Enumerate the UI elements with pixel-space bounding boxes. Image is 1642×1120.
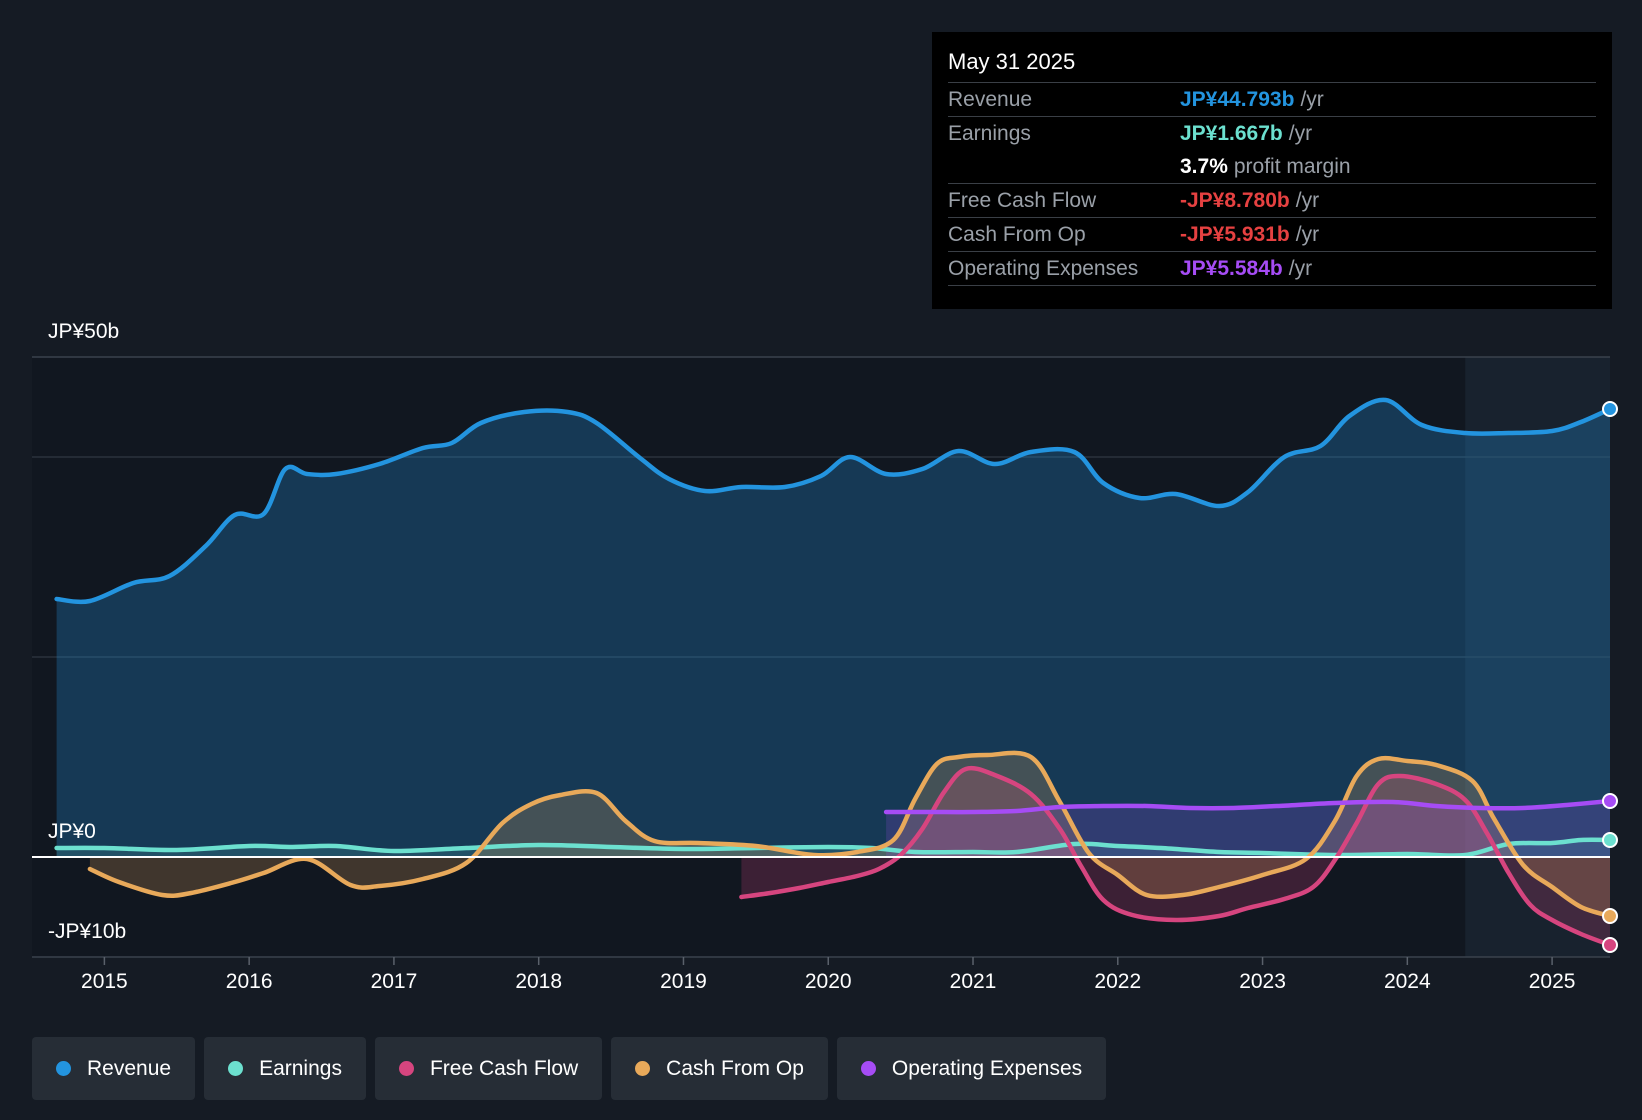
tooltip-row-fcf: Free Cash Flow -JP¥8.780b /yr	[948, 183, 1596, 217]
tooltip-label: Revenue	[948, 87, 1033, 111]
tooltip-value: JP¥5.584b	[1180, 256, 1283, 280]
legend-item-operating-expenses[interactable]: Operating Expenses	[836, 1037, 1107, 1100]
y-axis-label-bottom: -JP¥10b	[48, 920, 127, 943]
series-area-cash-from-op	[89, 752, 1610, 916]
tooltip-date: May 31 2025	[948, 49, 1076, 74]
y-axis-label-top: JP¥50b	[48, 320, 120, 343]
tooltip-unit: /yr	[1288, 256, 1313, 280]
x-tick-label: 2017	[370, 970, 418, 993]
tooltip-value: JP¥44.793b	[1180, 87, 1295, 111]
x-tick-label: 2020	[804, 970, 852, 993]
legend-label: Operating Expenses	[891, 1056, 1083, 1080]
legend-item-cash-from-op[interactable]: Cash From Op	[611, 1037, 828, 1100]
series-line-cash-from-op	[87, 750, 1613, 919]
tooltip-value: -JP¥5.931b	[1180, 222, 1290, 246]
x-tick-label: 2021	[949, 970, 997, 993]
tooltip-row-cfo: Cash From Op -JP¥5.931b /yr	[948, 217, 1596, 251]
legend-dot-icon	[860, 1061, 876, 1076]
legend-dot-icon	[635, 1061, 651, 1076]
legend-item-revenue[interactable]: Revenue	[32, 1037, 196, 1100]
tooltip-value: -JP¥8.780b	[1180, 188, 1290, 212]
series-endpoint-revenue	[1602, 401, 1618, 417]
x-tick-label: 2023	[1239, 970, 1286, 993]
x-tick-label: 2024	[1383, 970, 1431, 993]
tooltip-row-margin: 3.7% profit margin	[948, 150, 1596, 183]
legend-dot-icon	[56, 1061, 71, 1076]
x-tick-label: 2018	[515, 970, 563, 993]
series-layer	[54, 397, 1618, 953]
tooltip-label: Operating Expenses	[948, 256, 1139, 280]
tooltip-row-earnings: Earnings JP¥1.667b /yr	[948, 116, 1596, 150]
tooltip-value: 3.7%	[1180, 154, 1228, 178]
gridlines	[32, 356, 1610, 958]
tooltip-label: Earnings	[948, 121, 1031, 145]
x-tick-label: 2015	[81, 970, 128, 993]
y-axis-label-zero: JP¥0	[48, 820, 96, 843]
series-area-revenue	[56, 399, 1611, 857]
tooltip-value: JP¥1.667b	[1180, 121, 1283, 145]
tooltip-panel: May 31 2025 Revenue JP¥44.793b /yr Earni…	[932, 32, 1612, 309]
tooltip-unit: /yr	[1300, 87, 1324, 111]
tooltip-row-opex: Operating Expenses JP¥5.584b /yr	[948, 251, 1596, 286]
tooltip-unit: /yr	[1288, 121, 1313, 145]
tooltip-unit: /yr	[1295, 188, 1320, 212]
legend-item-free-cash-flow[interactable]: Free Cash Flow	[374, 1037, 603, 1100]
legend-label: Revenue	[87, 1056, 172, 1080]
series-endpoint-cash-from-op	[1602, 908, 1618, 924]
tooltip-label: Free Cash Flow	[948, 188, 1097, 212]
x-tick-label: 2019	[660, 970, 707, 993]
legend-dot-icon	[228, 1061, 244, 1076]
legend-item-earnings[interactable]: Earnings	[204, 1037, 366, 1100]
series-endpoint-earnings	[1602, 832, 1618, 848]
legend-label: Free Cash Flow	[429, 1056, 579, 1080]
legend-dot-icon	[398, 1061, 414, 1076]
tooltip-label: Cash From Op	[948, 222, 1086, 246]
tooltip-row-revenue: Revenue JP¥44.793b /yr	[948, 82, 1596, 116]
tooltip-unit: profit margin	[1233, 154, 1351, 178]
series-line-revenue	[54, 397, 1613, 605]
legend-label: Earnings	[259, 1056, 342, 1080]
legend: Revenue Earnings Free Cash Flow Cash Fro…	[32, 1037, 1107, 1100]
x-tick-label: 2016	[225, 970, 273, 993]
x-tick-label: 2025	[1528, 970, 1576, 993]
legend-label: Cash From Op	[666, 1056, 804, 1080]
series-line-operating-expenses	[883, 798, 1613, 815]
series-endpoint-free-cash-flow	[1602, 937, 1618, 953]
tooltip-unit: /yr	[1295, 222, 1320, 246]
x-tick-label: 2022	[1094, 970, 1142, 993]
series-line-free-cash-flow	[739, 765, 1613, 948]
series-endpoint-operating-expenses	[1602, 793, 1618, 809]
